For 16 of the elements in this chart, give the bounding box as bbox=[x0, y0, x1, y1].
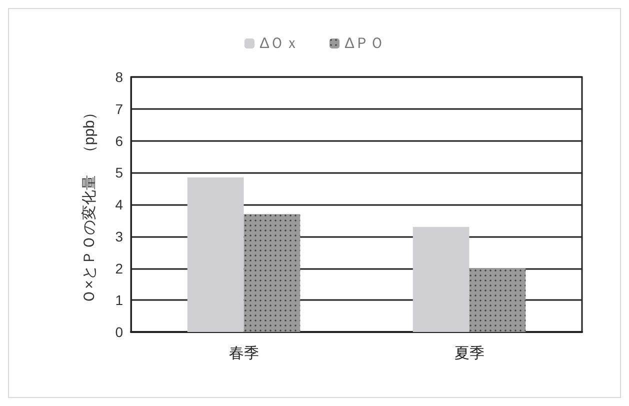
legend-label: ΔＯｘ bbox=[259, 35, 300, 52]
y-tick-label: 5 bbox=[115, 164, 124, 181]
y-tick-label: 8 bbox=[115, 69, 124, 85]
y-tick-label: 3 bbox=[115, 228, 124, 244]
y-tick-label: 4 bbox=[115, 196, 124, 212]
x-tick-label: 夏季 bbox=[454, 345, 484, 362]
y-tick-label: 7 bbox=[115, 100, 124, 117]
y-tick-label: 6 bbox=[115, 132, 124, 149]
y-tick-label: 1 bbox=[115, 292, 124, 308]
legend-label: ΔＰＯ bbox=[344, 35, 385, 52]
y-axis-title: Ｏ×とＰＯの変化量 （ppb） bbox=[81, 105, 98, 304]
bar bbox=[412, 226, 470, 332]
bar bbox=[187, 177, 244, 332]
x-tick-label: 春季 bbox=[228, 345, 259, 362]
y-tick-label: 0 bbox=[115, 324, 124, 340]
y-tick-label: 2 bbox=[115, 260, 124, 276]
